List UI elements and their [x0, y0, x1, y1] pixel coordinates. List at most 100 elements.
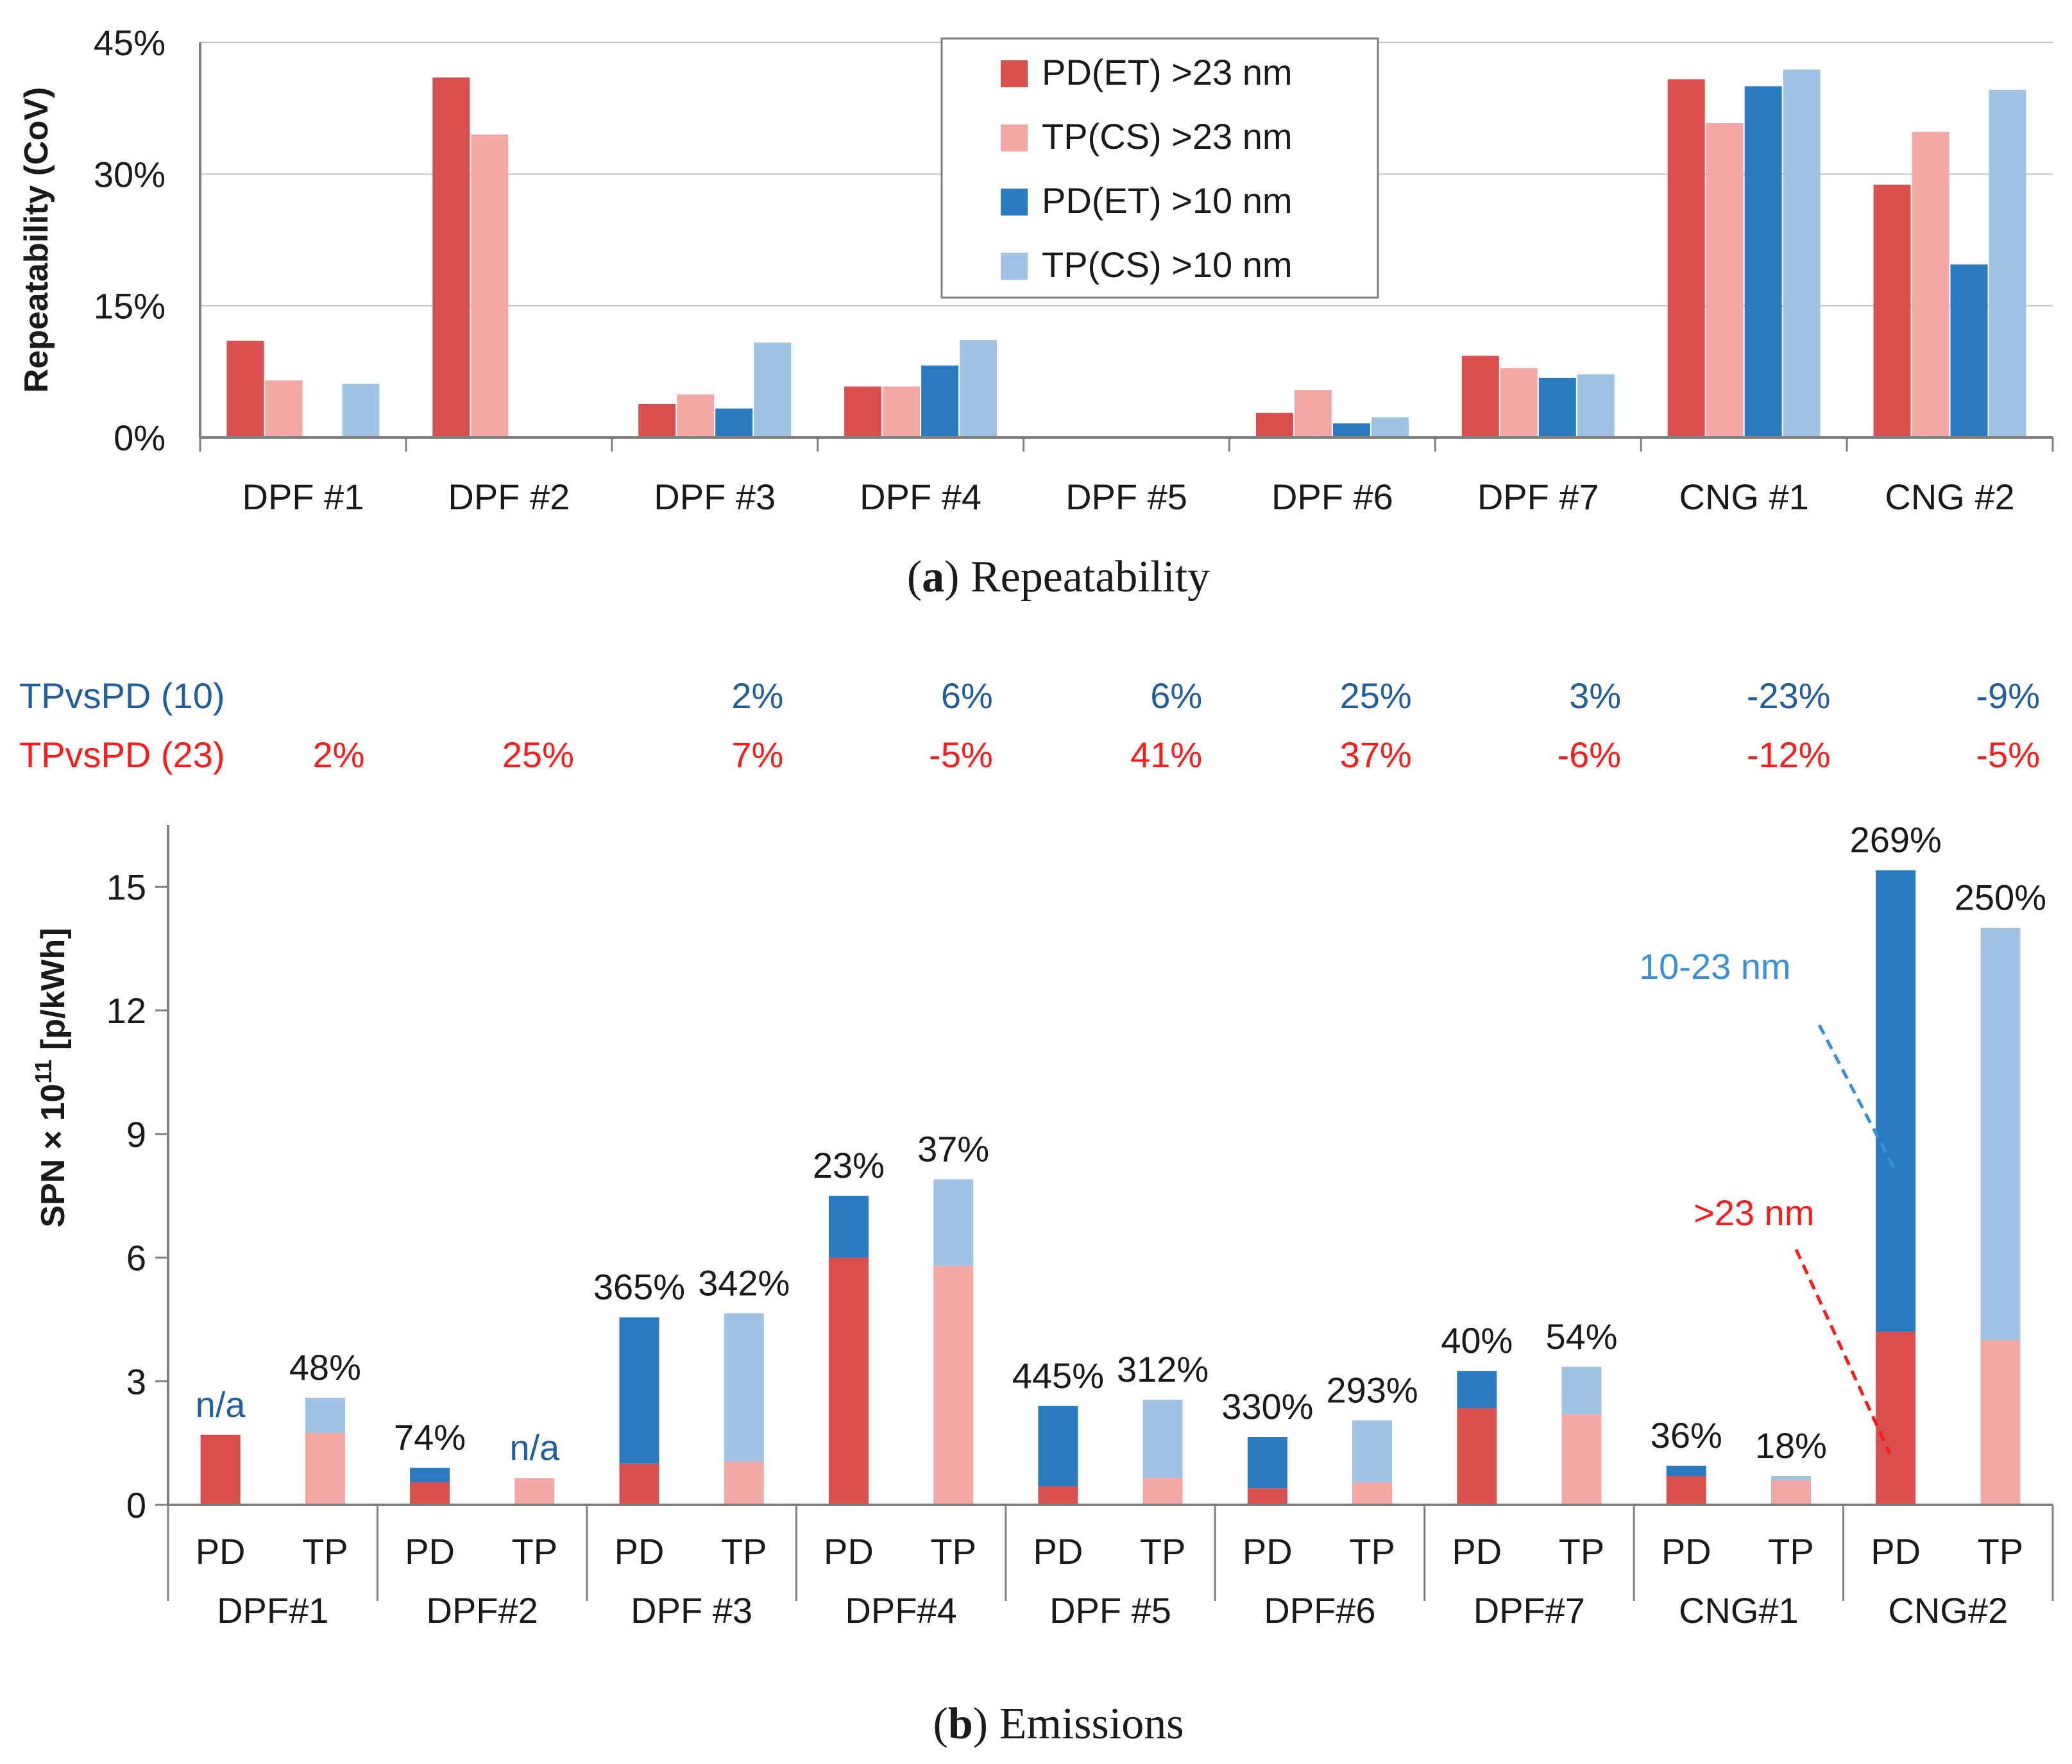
row23-value: 25% — [502, 734, 574, 775]
a-x-tick-labels: DPF #1 DPF #2 DPF #3 DPF #4 DPF #5 DPF #6 DPF … — [242, 477, 2015, 517]
row10-value: 25% — [1340, 675, 1412, 716]
legend-label-pd23: PD(ET) >23 nm — [1042, 52, 1293, 92]
b-bar-pd-10-23nm — [1038, 1405, 1078, 1487]
a-bar-pd23 — [638, 403, 676, 437]
legend-label-tp23: TP(CS) >23 nm — [1042, 116, 1293, 157]
annotation-23nm-arrow — [1794, 1248, 1892, 1455]
a-bar-pd10 — [1332, 423, 1370, 437]
b-bar-tp-10-23nm — [1980, 928, 2021, 1341]
b-bar-pd-10-23nm — [619, 1317, 659, 1464]
row23-value: -12% — [1747, 734, 1831, 775]
b-bar-tp-10-23nm — [933, 1179, 974, 1266]
b-data-label-pd: 365% — [593, 1267, 685, 1307]
legend-swatch-tp23 — [1001, 124, 1028, 151]
b-sub-label-tp: TP — [1140, 1531, 1186, 1572]
b-data-label-tp: n/a — [509, 1427, 560, 1468]
b-sub-label-tp: TP — [930, 1531, 976, 1572]
b-data-label-tp: 18% — [1755, 1425, 1827, 1466]
a-bar-pd23 — [226, 341, 264, 437]
b-sub-label-tp: TP — [1978, 1531, 2024, 1572]
row10-value: 3% — [1569, 675, 1621, 716]
a-legend: PD(ET) >23 nm TP(CS) >23 nm PD(ET) >10 n… — [940, 37, 1379, 299]
a-y-tick-label: 15% — [94, 286, 166, 327]
row23-value: -5% — [929, 734, 993, 775]
annotation-10-23nm: 10-23 nm — [1639, 946, 1791, 987]
b-bar-tp-23nm — [724, 1461, 764, 1505]
b-y-tick-label: 0 — [126, 1485, 146, 1525]
b-data-label-tp: 293% — [1326, 1370, 1418, 1410]
b-data-label-pd: 269% — [1850, 820, 1942, 860]
b-sub-labels: PD TP PD TP PD TP PD TP PD TP PD TP PD TP PD TP PD TP — [196, 1531, 2023, 1572]
b-sub-label-tp: TP — [1768, 1531, 1814, 1572]
b-sub-label-pd: PD — [824, 1531, 874, 1572]
b-caption: (b) Emissions — [933, 1699, 1184, 1749]
a-bar-pd10 — [921, 365, 959, 437]
a-x-tick-label: DPF #2 — [448, 477, 570, 517]
a-bar-tp23 — [883, 386, 921, 437]
b-sub-label-tp: TP — [511, 1531, 557, 1572]
a-y-tick-labels: 0% 15% 30% 45% — [94, 22, 166, 458]
a-bar-pd23 — [1255, 412, 1293, 437]
row10-label: TPvsPD (10) — [19, 675, 225, 716]
b-group-label: CNG#1 — [1679, 1590, 1799, 1631]
b-y-axis-title: SPN × 1011 [p/kWh] — [30, 928, 72, 1227]
b-group-label: DPF #5 — [1049, 1590, 1171, 1631]
b-bar-pd-23nm — [1666, 1476, 1706, 1505]
b-bar-tp-23nm — [1561, 1414, 1602, 1505]
a-x-tick-label: DPF #3 — [654, 477, 776, 517]
b-bar-pd-10-23nm — [1876, 870, 1916, 1332]
b-sub-label-pd: PD — [1871, 1531, 1921, 1572]
b-bar-pd-23nm — [410, 1482, 450, 1505]
b-group-label: DPF#4 — [845, 1590, 956, 1631]
a-bar-pd10 — [1744, 86, 1782, 437]
b-y-tick-label: 9 — [126, 1114, 146, 1155]
b-bar-tp-10-23nm — [1561, 1366, 1602, 1414]
a-bar-pd23 — [1873, 184, 1911, 437]
b-group-label: DPF#1 — [217, 1590, 328, 1631]
legend-label-pd10: PD(ET) >10 nm — [1042, 180, 1293, 221]
b-bar-pd-10-23nm — [1666, 1465, 1706, 1477]
row23-value: -5% — [1976, 734, 2040, 775]
b-group-label: DPF#7 — [1473, 1590, 1585, 1631]
legend-swatch-pd23 — [1001, 60, 1028, 87]
b-bar-tp-23nm — [1771, 1480, 1811, 1505]
legend-label-tp10: TP(CS) >10 nm — [1042, 244, 1293, 285]
b-bars — [200, 870, 2021, 1505]
b-y-tick-label: 12 — [106, 990, 146, 1031]
a-y-tick-label: 0% — [114, 418, 166, 458]
a-x-tick-label: DPF #7 — [1477, 477, 1599, 517]
a-bar-pd10 — [1950, 264, 1988, 437]
a-bar-pd23 — [1461, 355, 1499, 437]
row23-value: -6% — [1558, 734, 1622, 775]
a-y-tick-label: 45% — [94, 22, 166, 63]
a-x-tick-label: DPF #4 — [860, 477, 981, 517]
b-sub-label-pd: PD — [1452, 1531, 1502, 1572]
row10-values: 2% 6% 6% 25% 3% -23% -9% — [731, 675, 2040, 716]
b-bar-pd-23nm — [619, 1463, 659, 1505]
b-sub-label-pd: PD — [615, 1531, 665, 1572]
b-data-label-tp: 312% — [1117, 1349, 1209, 1389]
a-bar-tp23 — [471, 134, 509, 437]
b-data-label-pd: 445% — [1012, 1355, 1104, 1396]
row23-value: 37% — [1340, 734, 1412, 775]
b-data-label-tp: 48% — [289, 1347, 361, 1387]
b-data-label-pd: 36% — [1651, 1415, 1722, 1455]
a-bar-tp10 — [1783, 69, 1821, 438]
a-bar-tp10 — [1371, 417, 1409, 437]
b-bar-pd-10-23nm — [1457, 1371, 1497, 1409]
b-group-labels: DPF#1 DPF#2 DPF #3 DPF#4 DPF #5 DPF#6 DPF#7 CNG… — [217, 1590, 2008, 1631]
a-bar-tp23 — [1706, 123, 1744, 437]
annotation-23nm: >23 nm — [1694, 1192, 1814, 1233]
a-x-tick-label: DPF #5 — [1066, 477, 1187, 517]
row23-value: 2% — [313, 734, 365, 775]
b-bar-pd-23nm — [1876, 1332, 1916, 1505]
a-bar-tp23 — [1500, 368, 1538, 437]
a-bar-pd10 — [715, 408, 753, 437]
a-bar-tp10 — [754, 343, 792, 437]
b-sub-label-pd: PD — [1243, 1531, 1293, 1572]
b-sub-label-pd: PD — [1033, 1531, 1083, 1572]
b-bar-pd-10-23nm — [410, 1468, 450, 1482]
b-sub-label-pd: PD — [405, 1531, 455, 1572]
b-y-tick-label: 15 — [106, 867, 146, 907]
